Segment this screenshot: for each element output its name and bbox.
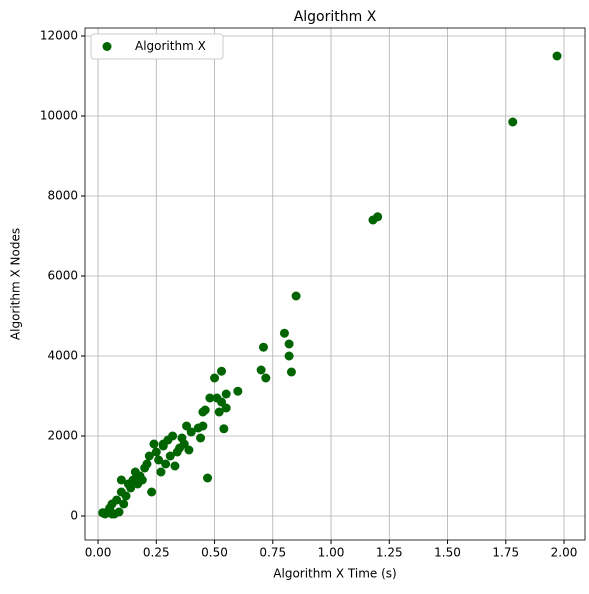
- point: [210, 373, 220, 383]
- point: [217, 366, 227, 376]
- point: [151, 447, 161, 457]
- point: [114, 507, 124, 517]
- y-axis-label: Algorithm X Nodes: [9, 228, 23, 340]
- point: [552, 51, 562, 61]
- point: [284, 339, 294, 349]
- y-tick-label: 12000: [40, 29, 78, 43]
- point: [291, 291, 301, 301]
- chart-title: Algorithm X: [294, 9, 377, 25]
- point: [154, 455, 164, 465]
- point: [165, 451, 175, 461]
- point: [107, 509, 117, 519]
- x-tick-label: 0.75: [259, 546, 286, 560]
- point: [233, 386, 243, 396]
- point: [256, 365, 266, 375]
- point: [198, 407, 208, 417]
- point: [258, 342, 268, 352]
- point: [98, 508, 108, 518]
- y-tick-label: 2000: [47, 429, 78, 443]
- legend-box: [90, 33, 224, 60]
- point: [172, 447, 182, 457]
- point: [121, 491, 131, 501]
- point: [373, 212, 383, 222]
- point: [119, 499, 129, 509]
- x-tick-label: 2.00: [551, 546, 578, 560]
- point: [142, 459, 152, 469]
- point: [156, 467, 166, 477]
- x-tick-label: 0.25: [143, 546, 170, 560]
- point: [116, 475, 126, 485]
- point: [184, 445, 194, 455]
- point: [149, 439, 159, 449]
- x-axis-label: Algorithm X Time (s): [273, 567, 396, 581]
- y-tick-label: 10000: [40, 109, 78, 123]
- point: [284, 351, 294, 361]
- x-tick-label: 1.75: [492, 546, 519, 560]
- point: [221, 403, 231, 413]
- y-tick-label: 6000: [47, 269, 78, 283]
- point: [170, 461, 180, 471]
- point: [508, 117, 518, 127]
- point: [205, 393, 215, 403]
- point: [221, 389, 231, 399]
- legend-label: Algorithm X: [135, 39, 206, 53]
- y-tick-label: 0: [70, 509, 78, 523]
- point: [196, 433, 206, 443]
- point: [144, 451, 154, 461]
- x-tick-label: 0.00: [85, 546, 112, 560]
- point: [161, 459, 171, 469]
- x-tick-label: 1.50: [434, 546, 461, 560]
- point: [286, 367, 296, 377]
- point: [158, 439, 168, 449]
- legend-marker: [102, 42, 112, 51]
- point: [214, 407, 224, 417]
- point: [203, 473, 213, 483]
- point: [279, 328, 289, 338]
- x-tick-label: 0.50: [201, 546, 228, 560]
- point: [130, 467, 140, 477]
- x-tick-label: 1.00: [318, 546, 345, 560]
- point: [198, 421, 208, 431]
- point: [147, 487, 157, 497]
- y-tick-label: 8000: [47, 189, 78, 203]
- point: [261, 373, 271, 383]
- plot-frame: [84, 27, 586, 541]
- point: [126, 483, 136, 493]
- point: [137, 475, 147, 485]
- y-tick-label: 4000: [47, 349, 78, 363]
- x-tick-label: 1.25: [376, 546, 403, 560]
- point: [219, 424, 229, 434]
- point: [186, 427, 196, 437]
